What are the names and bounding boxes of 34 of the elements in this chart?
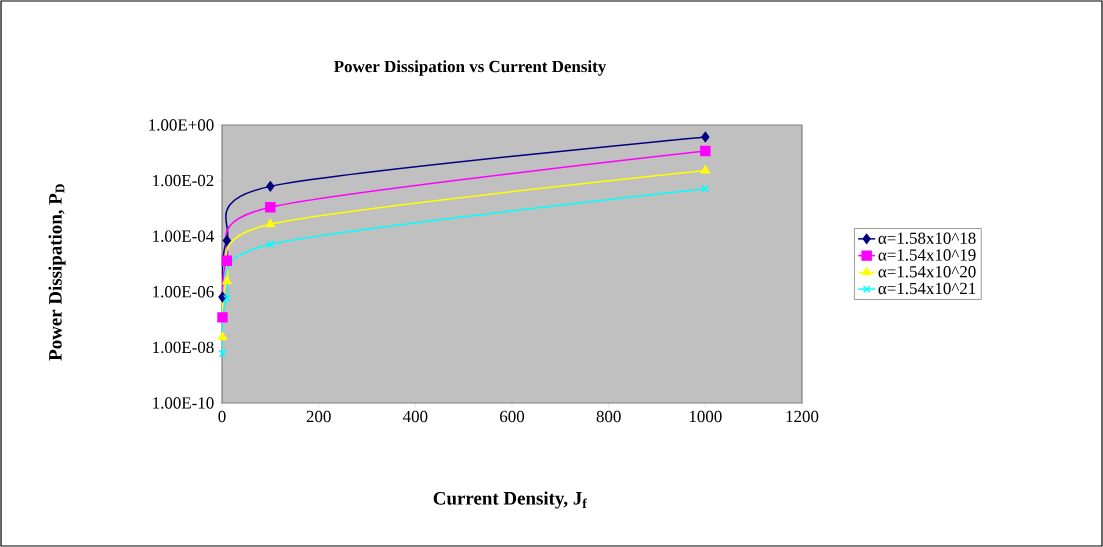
chart-title: Power Dissipation vs Current Density bbox=[334, 60, 607, 76]
point bbox=[222, 275, 232, 285]
x-tick-label: 400 bbox=[402, 410, 428, 423]
point bbox=[221, 255, 233, 267]
x-tick-label: 1000 bbox=[689, 410, 722, 423]
point bbox=[222, 235, 231, 246]
y-tick-label: 1.00E-04 bbox=[153, 230, 214, 242]
y-tick-label: 1.00E-08 bbox=[153, 341, 214, 354]
x-axis-title: Current Density, J$_{f}$ bbox=[433, 491, 587, 509]
point bbox=[266, 240, 275, 249]
point bbox=[217, 332, 228, 341]
point bbox=[218, 349, 227, 358]
x-tick-label: 200 bbox=[306, 410, 331, 423]
y-axis-title: Power Dissipation, P$_{D}$ bbox=[48, 184, 66, 361]
point bbox=[265, 202, 276, 213]
y-tick-label: 1.00E-02 bbox=[153, 174, 214, 187]
point bbox=[701, 131, 710, 143]
point bbox=[700, 165, 710, 174]
x-tick-label: 600 bbox=[500, 410, 525, 423]
legend-label: α=1.54x10^20 bbox=[878, 265, 976, 278]
y-tick-label: 1.00E-06 bbox=[153, 286, 214, 298]
point bbox=[701, 184, 710, 193]
point bbox=[217, 312, 228, 323]
legend-label: α=1.54x10^19 bbox=[878, 249, 976, 261]
y-tick-label: 1.00E+00 bbox=[149, 119, 214, 131]
x-tick-label: 0 bbox=[218, 410, 226, 423]
x-tick-label: 800 bbox=[596, 410, 621, 423]
point bbox=[700, 145, 711, 157]
point bbox=[265, 218, 275, 228]
legend-label: α=1.54x10^21 bbox=[878, 282, 976, 295]
point bbox=[266, 181, 275, 192]
y-tick-label: 1.00E-10 bbox=[153, 397, 214, 409]
x-tick-label: 1200 bbox=[786, 410, 819, 423]
legend-label: α=1.58x10^18 bbox=[878, 232, 976, 244]
